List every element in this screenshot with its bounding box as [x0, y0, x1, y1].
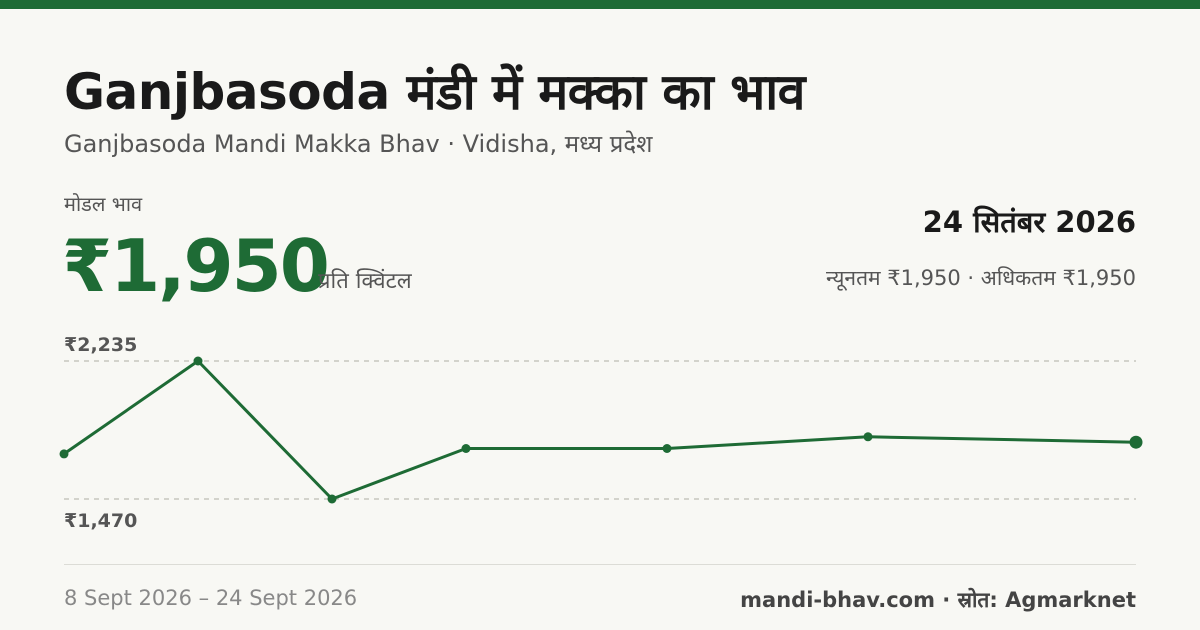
latest-price-point	[1129, 435, 1143, 449]
price-point	[193, 356, 203, 366]
price-series-line	[62, 359, 1138, 501]
y-tick-label-max: ₹2,235	[64, 334, 137, 356]
modal-price-value: ₹1,950	[62, 224, 330, 308]
date-range: 8 Sept 2026 – 24 Sept 2026	[64, 586, 358, 610]
price-point	[327, 494, 337, 504]
price-points	[59, 356, 1143, 504]
source-credit: mandi-bhav.com · स्रोत: Agmarknet	[740, 588, 1136, 612]
top-accent-bar	[0, 0, 1200, 9]
price-point	[662, 444, 672, 453]
price-point	[863, 432, 873, 442]
min-max-range: न्यूनतम ₹1,950 · अधिकतम ₹1,950	[826, 266, 1136, 290]
page-subtitle: Ganjbasoda Mandi Makka Bhav · Vidisha, म…	[64, 130, 653, 158]
price-unit: प्रति क्विंटल	[318, 269, 412, 294]
modal-price-label: मोडल भाव	[64, 192, 143, 216]
price-point	[461, 444, 471, 453]
y-tick-label-min: ₹1,470	[64, 510, 137, 532]
price-point	[59, 449, 69, 459]
page-title: Ganjbasoda मंडी में मक्का का भाव	[64, 63, 805, 121]
price-date: 24 सितंबर 2026	[922, 205, 1136, 239]
footer-divider	[64, 564, 1136, 565]
